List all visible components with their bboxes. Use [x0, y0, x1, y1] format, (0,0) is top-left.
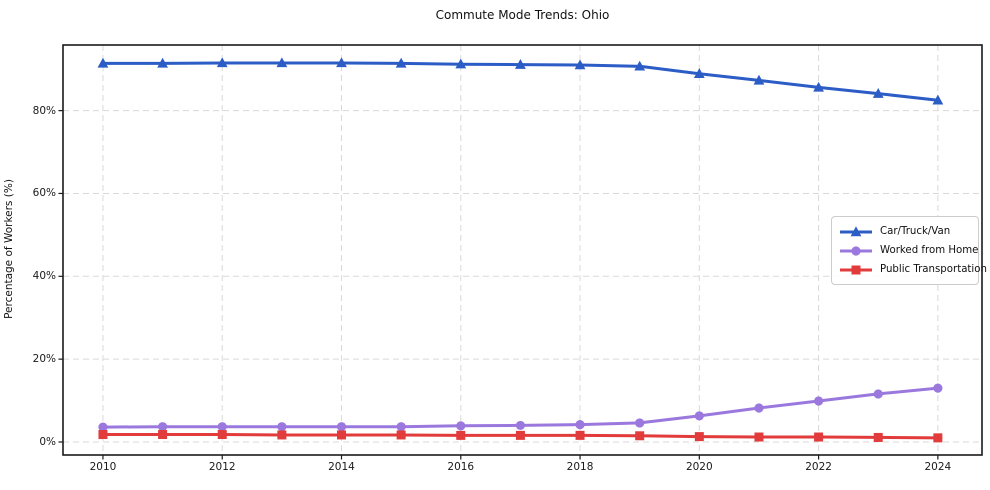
series-worked-from-home-marker [515, 420, 526, 431]
series-car-truck-van-marker [515, 59, 526, 69]
series-worked-from-home-marker [277, 422, 287, 432]
series-car-truck-van-marker [336, 57, 347, 68]
series-car-truck-van-marker [932, 94, 944, 105]
series-car-truck-van-marker [157, 57, 168, 68]
y-tick-label: 60% [32, 187, 56, 200]
x-tick-label: 2016 [447, 461, 475, 473]
series-car-truck-van-marker [872, 88, 884, 98]
series-public-transportation-marker [873, 432, 883, 442]
series-public-transportation-marker [814, 432, 824, 442]
y-tick-label: 80% [32, 104, 56, 117]
series-worked-from-home-marker [157, 422, 168, 432]
series-public-transportation-marker [396, 430, 406, 440]
legend-item-car-truck-van: Car/Truck/Van [838, 222, 972, 241]
series-worked-from-home-marker [873, 389, 883, 399]
series-worked-from-home-marker [933, 383, 943, 393]
circle-legend-marker-icon [840, 245, 872, 256]
legend-item-worked-from-home: Worked from Home [838, 241, 978, 260]
series-public-transportation-marker [337, 430, 347, 440]
x-tick-label: 2012 [208, 461, 236, 473]
series-car-truck-van-marker [395, 57, 407, 68]
series-public-transportation-marker [933, 433, 943, 443]
triangle-legend-marker-icon [840, 225, 872, 236]
legend-item-public-transportation: Public Transportation [838, 260, 987, 279]
x-tick-label: 2014 [328, 461, 355, 473]
x-tick-label: 2010 [89, 461, 117, 473]
series-public-transportation-marker [515, 430, 525, 440]
series-public-transportation-marker [277, 430, 287, 440]
series-car-truck-van-marker [693, 68, 705, 78]
legend-label: Worked from Home [880, 245, 979, 256]
series-public-transportation-marker [456, 430, 466, 440]
square-legend-marker-icon [840, 265, 872, 274]
x-tick-label: 2024 [924, 461, 952, 473]
series-car-truck-van-marker [216, 57, 228, 68]
series-worked-from-home-marker [98, 422, 108, 432]
chart-title: Commute Mode Trends: Ohio [435, 8, 610, 22]
series-worked-from-home-marker [813, 396, 824, 406]
series-worked-from-home-marker [396, 422, 406, 432]
series-car-truck-van-marker [574, 59, 586, 70]
series-car-truck-van-marker [634, 60, 646, 71]
legend-label: Car/Truck/Van [880, 226, 951, 237]
y-tick-label: 40% [32, 270, 56, 283]
legend-label: Public Transportation [880, 264, 987, 275]
series-worked-from-home-marker [635, 418, 645, 428]
series-worked-from-home-marker [694, 411, 704, 421]
series-car-truck-van-marker [97, 57, 109, 68]
series-worked-from-home-marker [754, 403, 764, 413]
y-tick-label: 20% [32, 353, 56, 366]
series-public-transportation-marker [635, 431, 645, 441]
series-worked-from-home-marker [217, 422, 227, 432]
series-car-truck-van-marker [753, 74, 765, 85]
series-worked-from-home-marker [336, 422, 347, 432]
series-public-transportation-marker [575, 430, 585, 440]
series-worked-from-home-marker [456, 421, 466, 431]
legend: Car/Truck/Van Worked from Home Public Tran… [831, 216, 987, 285]
plot-border [62, 44, 983, 456]
series-public-transportation-marker [217, 430, 227, 440]
series-car-truck-van-marker [276, 57, 288, 68]
x-tick-label: 2020 [685, 461, 713, 473]
series-car-truck-van-marker [455, 58, 467, 69]
series-worked-from-home-marker [575, 419, 585, 430]
series-public-transportation-marker [694, 432, 704, 442]
y-tick-label: 0% [39, 435, 56, 448]
series-car-truck-van-marker [813, 81, 824, 92]
x-tick-label: 2018 [566, 461, 594, 473]
series-public-transportation-marker [98, 430, 108, 440]
x-tick-label: 2022 [805, 461, 832, 473]
series-public-transportation-marker [158, 430, 168, 440]
series-public-transportation-marker [754, 432, 764, 442]
